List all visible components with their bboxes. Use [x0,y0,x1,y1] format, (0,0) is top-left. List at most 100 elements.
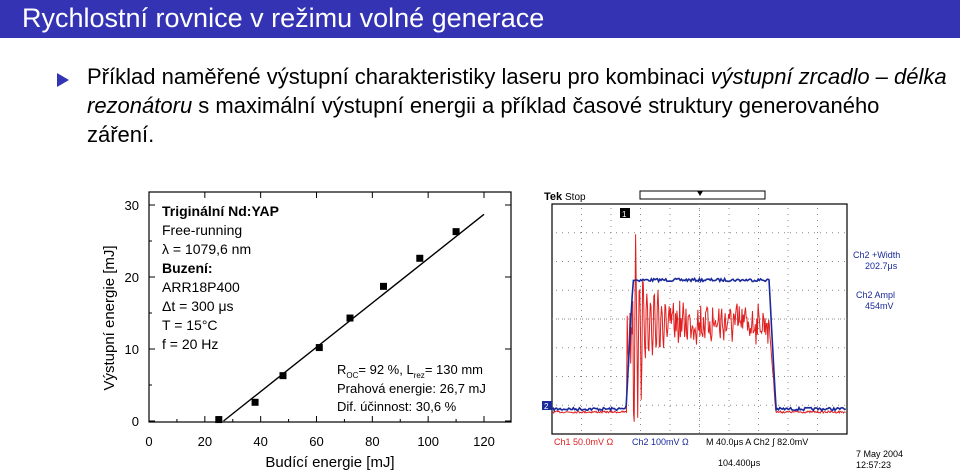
grid-dot [817,232,818,233]
grid-dot [758,298,759,299]
grid-dot [581,232,582,233]
grid-dot [787,256,789,257]
grid-dot [838,289,839,291]
grid-dot [581,274,582,275]
grid-dot [728,250,730,251]
grid-dot [622,232,623,234]
grid-dot [640,289,641,291]
grid-dot [758,424,759,425]
grid-dot [581,370,582,371]
grid-dot [787,382,789,383]
grid-dot [724,404,725,406]
ch1-setting: Ch1 50.0mV Ω [554,437,614,447]
grid-dot [604,347,605,349]
grid-dot [817,304,818,305]
grid-dot [581,226,582,227]
grid-dot [670,261,671,262]
grid-dot [838,261,839,262]
grid-dot [586,376,587,377]
grid-dot [664,261,665,262]
grid-dot [622,376,623,377]
grid-dot [622,318,623,320]
grid-dot [787,322,789,323]
grid-dot [817,364,818,365]
grid-dot [712,289,713,291]
grid-dot [790,289,791,291]
grid-dot [652,318,653,320]
grid-dot [699,418,700,419]
scope-trigger-bar [639,190,766,200]
grid-dot [817,214,818,215]
grid-dot [817,292,818,293]
grid-dot [758,208,759,209]
grid-dot [787,394,789,395]
grid-dot [758,418,759,419]
grid-dot [574,232,575,234]
grid-dot [758,358,759,359]
grid-dot [758,250,759,251]
grid-dot [634,261,635,262]
data-points [215,228,460,424]
grid-dot [796,318,797,320]
grid-dot [610,244,612,245]
grid-dot [736,318,737,320]
x-tick-label: 80 [365,434,379,449]
grid-dot [581,292,582,293]
grid-dot [669,214,671,215]
grid-dot [699,274,700,275]
ch1-marker [620,208,630,218]
grid-dot [556,289,557,291]
grid-dot [628,318,629,320]
grid-dot [669,322,671,323]
x-tick-label: 40 [253,434,267,449]
grid-dot [699,400,700,401]
grid-dot [817,286,818,287]
data-point [452,228,460,236]
grid-dot [832,232,833,234]
grid-dot [634,289,635,291]
grid-dot [787,370,789,371]
grid-dot [760,318,761,320]
grid-dot [784,261,785,262]
grid-dot [736,289,737,291]
grid-dot [616,232,617,234]
grid-dot [669,250,671,251]
ch2-marker [542,401,552,410]
grid-dot [610,261,611,262]
grid-dot [562,318,563,320]
grid-dot [700,347,701,349]
grid-dot [712,347,713,349]
grid-dot [817,388,818,389]
grid-dot [640,406,641,407]
grid-dot [699,298,700,299]
grid-dot [670,404,671,406]
grid-dot [844,289,845,291]
grid-dot [820,289,821,291]
grid-dot [682,376,683,377]
grid-dot [844,404,845,406]
grid-dot [758,352,759,353]
grid-dot [658,347,659,349]
grid-dot [748,318,749,320]
grid-dot [616,347,617,349]
grid-dot [817,316,818,317]
grid-dot [669,292,671,293]
x-tick-label: 0 [145,434,152,449]
annot-roc-sub: OC [346,371,358,380]
grid-dot [640,424,641,425]
grid-dot [820,376,821,377]
axis-ticks: 0 20 40 60 80 100 120 0 10 20 30 [125,192,511,449]
x-axis-label: Budící energie [mJ] [265,454,394,471]
grid-dot [817,298,818,299]
grid-dot [574,318,575,320]
grid-dot [699,208,700,209]
grid-dot [616,318,617,320]
grid-dot [718,232,719,234]
grid-dot [787,226,789,227]
grid-dot [728,262,730,263]
grid-dot [669,226,671,227]
bullet-text-part2: s maximální výstupní energii a příklad č… [87,93,880,147]
grid-dot [838,376,839,377]
grid-dot [610,418,612,419]
